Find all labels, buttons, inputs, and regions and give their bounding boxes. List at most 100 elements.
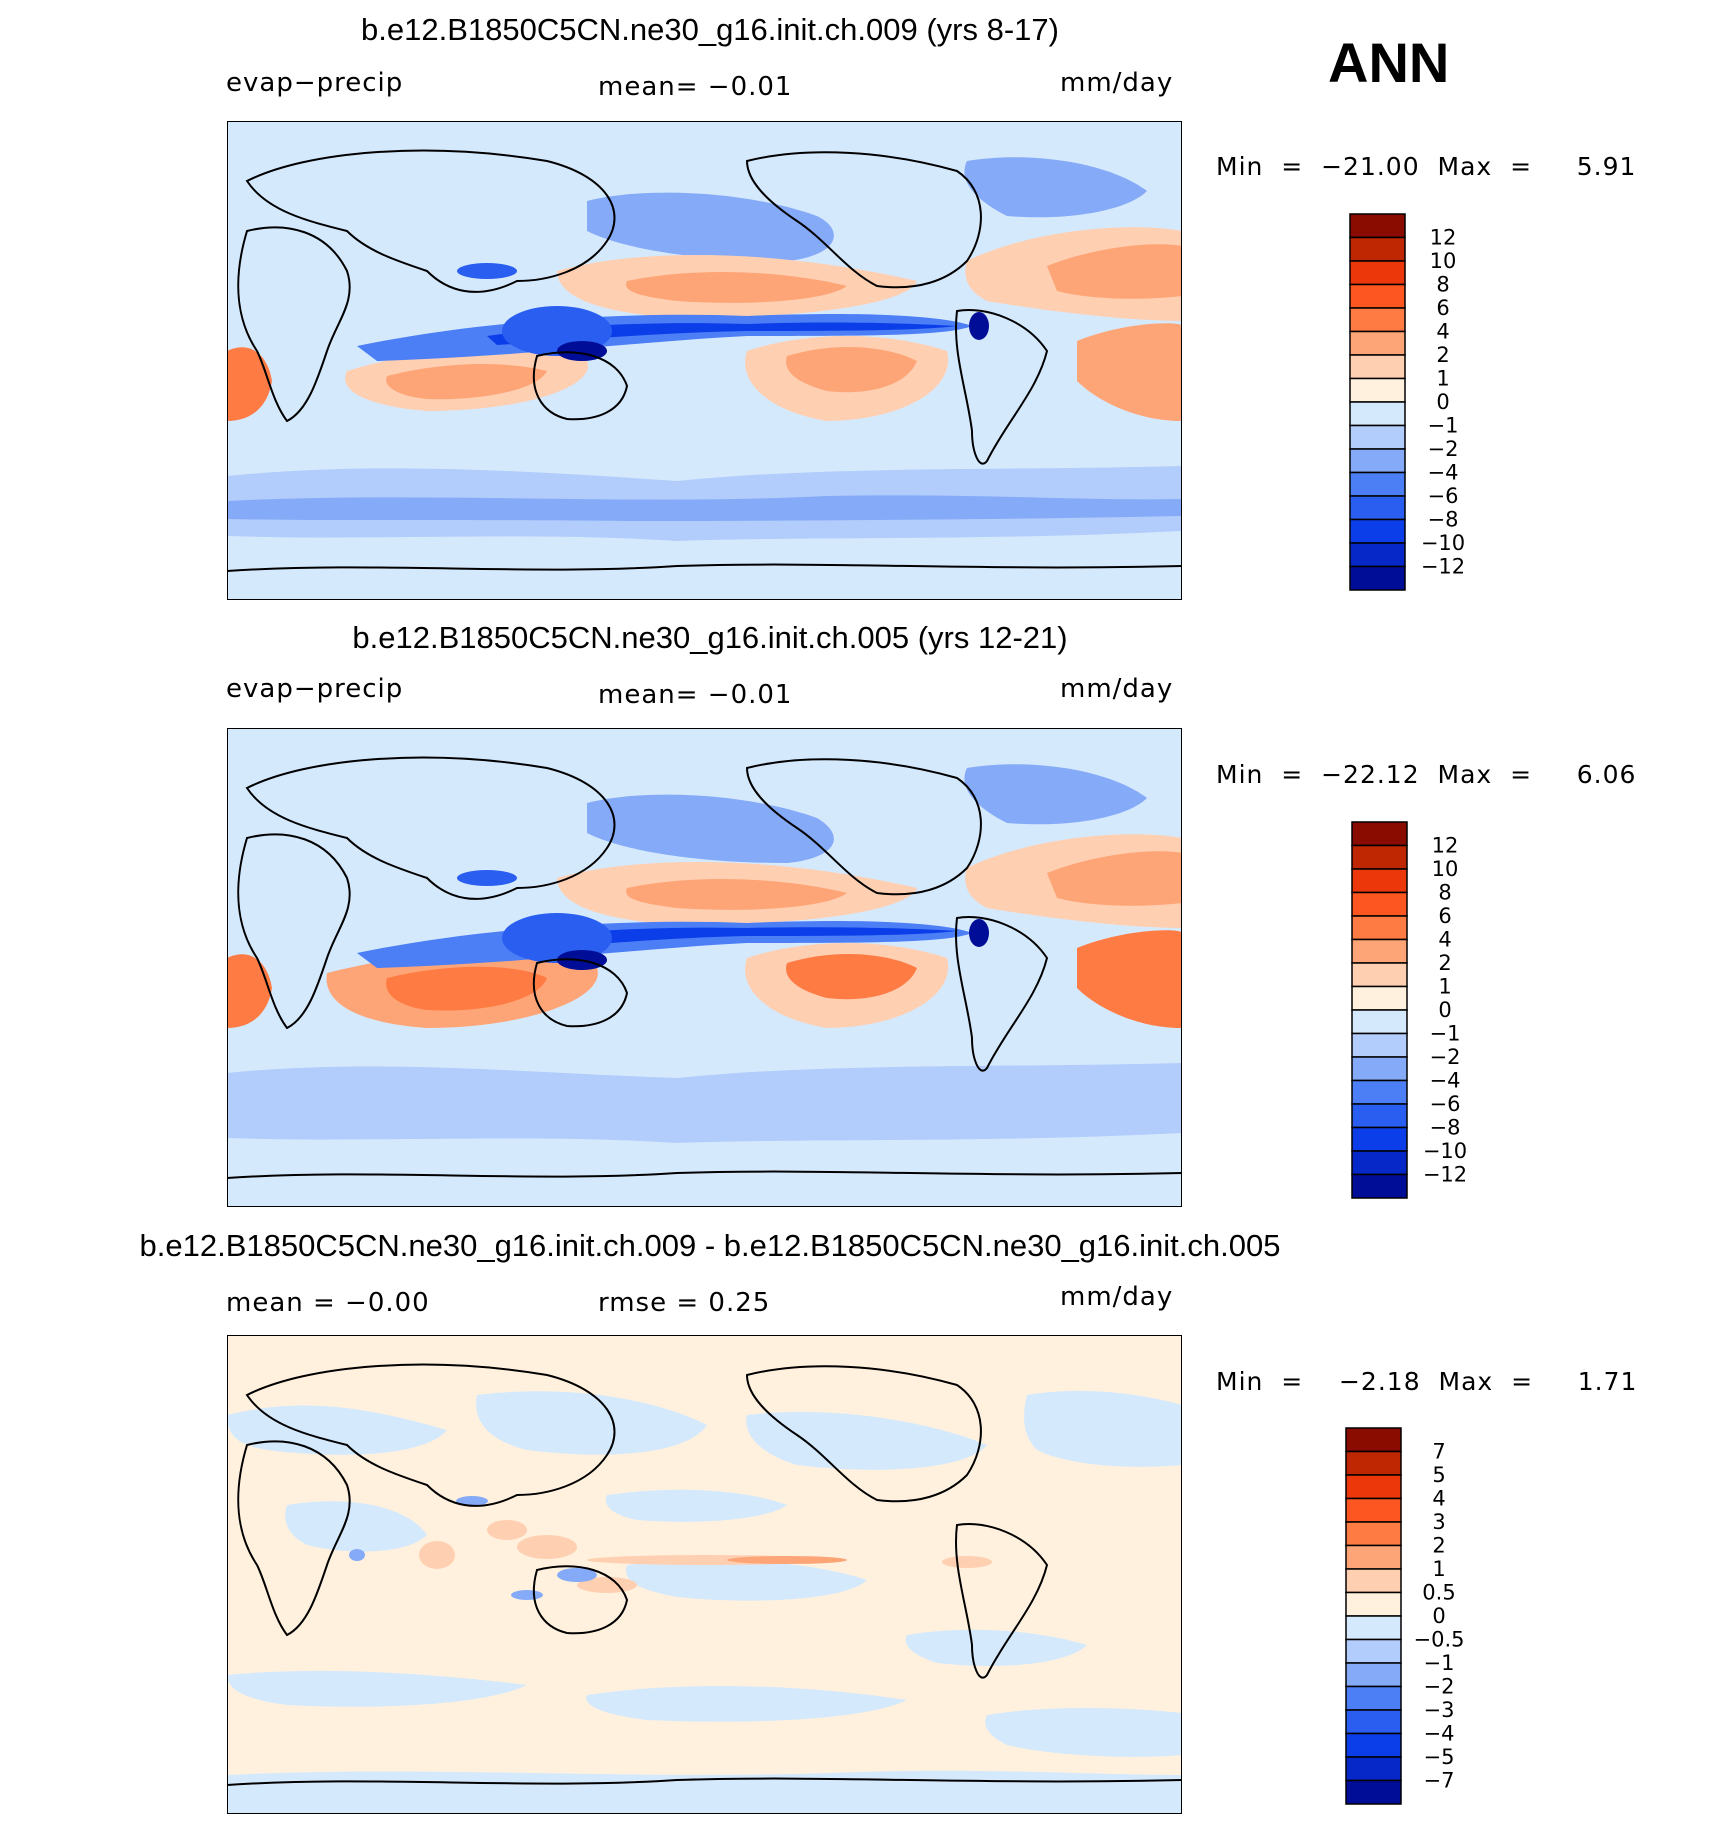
p1-north-pacific-blue (587, 192, 834, 261)
colorbar-box (1349, 283, 1406, 309)
colorbar-box (1351, 821, 1408, 847)
p2-itcz-core (507, 927, 957, 950)
p1-panama-deep (969, 312, 989, 340)
panel-2-units-label: mm/day (1060, 674, 1174, 704)
p3-blue-patch (227, 1770, 1182, 1814)
colorbar-tick-label: 6 (1436, 296, 1449, 320)
colorbar-box (1349, 471, 1406, 497)
panel-2-minmax: Min = −22.12 Max = 6.06 (1216, 760, 1637, 789)
p1-south-atlantic-orange (1077, 323, 1182, 421)
colorbar-tick-label: −7 (1424, 1769, 1455, 1793)
colorbar-tick-label: −10 (1423, 1139, 1467, 1163)
colorbar-tick-label: −5 (1424, 1745, 1455, 1769)
panel-2-mean-label: mean= −0.01 (598, 680, 793, 710)
panel-1-mean-label: mean= −0.01 (598, 72, 793, 102)
p3-coast-antarctica (227, 1777, 1182, 1786)
colorbar-box (1351, 962, 1408, 988)
colorbar-box (1349, 448, 1406, 474)
p2-coast-south-america (955, 916, 1049, 1072)
colorbar-box (1351, 891, 1408, 917)
colorbar-tick-label: 6 (1438, 904, 1451, 928)
p3-coast-north-america (745, 1365, 982, 1503)
colorbar-box (1349, 401, 1406, 427)
p2-southern-blue-band (227, 1063, 1182, 1143)
p2-south-indian-orange-core (386, 966, 547, 1011)
colorbar-tick-label: 3 (1432, 1510, 1445, 1534)
colorbar-box (1349, 213, 1406, 239)
season-label: ANN (1328, 31, 1450, 94)
colorbar-tick-label: −12 (1421, 555, 1465, 579)
p1-coast-africa (237, 226, 351, 423)
colorbar-box (1345, 1615, 1402, 1641)
colorbar-box (1349, 377, 1406, 403)
colorbar-tick-label: 0.5 (1422, 1581, 1455, 1605)
p3-coast-australia (532, 1565, 629, 1635)
p2-coast-africa (237, 833, 351, 1030)
p3-orange-patch (487, 1520, 527, 1540)
p2-north-pacific-blue (587, 794, 834, 863)
p3-coast-eurasia (245, 1363, 616, 1507)
panel-3-units-label: mm/day (1060, 1282, 1174, 1312)
p1-north-atlantic-orange-core (1047, 244, 1182, 299)
colorbar-box (1351, 1056, 1408, 1082)
colorbar-tick-label: 1 (1432, 1557, 1445, 1581)
colorbar-box (1351, 1150, 1408, 1176)
panel-3-title: b.e12.B1850C5CN.ne30_g16.init.ch.009 - b… (139, 1228, 1281, 1263)
colorbar-box (1349, 518, 1406, 544)
panel-1-units-label: mm/day (1060, 68, 1174, 98)
colorbar-box (1345, 1474, 1402, 1500)
colorbar-tick-label: −6 (1430, 1092, 1461, 1116)
colorbar-tick-label: −12 (1423, 1163, 1467, 1187)
colorbar-tick-label: 0 (1438, 998, 1451, 1022)
colorbar-box (1349, 330, 1406, 356)
colorbar-tick-label: 4 (1438, 928, 1451, 952)
p3-blue-patch (285, 1501, 427, 1552)
p3-blue-patch (586, 1685, 907, 1722)
colorbar-box (1349, 542, 1406, 568)
colorbar-tick-label: 2 (1436, 343, 1449, 367)
p1-north-atlantic-blue (964, 157, 1147, 218)
colorbar-tick-label: 7 (1432, 1440, 1445, 1464)
p2-west-africa-orange (227, 954, 272, 1028)
colorbar-box (1351, 1103, 1408, 1129)
colorbar-box (1351, 1173, 1408, 1199)
colorbar-tick-label: −2 (1428, 437, 1459, 461)
colorbar-tick-label: 4 (1432, 1487, 1445, 1511)
p1-south-indian-orange-core (386, 364, 547, 400)
colorbar-tick-label: 5 (1432, 1463, 1445, 1487)
colorbar-box (1345, 1521, 1402, 1547)
panel-3-map (227, 1335, 1182, 1814)
colorbar-tick-label: −4 (1428, 461, 1459, 485)
colorbar-box (1345, 1662, 1402, 1688)
colorbar-tick-label: −4 (1430, 1069, 1461, 1093)
panel-3-minmax: Min = −2.18 Max = 1.71 (1216, 1367, 1638, 1396)
p1-tibet-blue (457, 263, 517, 279)
colorbar-tick-label: 1 (1436, 367, 1449, 391)
colorbar-tick-label: 0 (1436, 390, 1449, 414)
colorbar-tick-label: 2 (1432, 1534, 1445, 1558)
colorbar-tick-label: 8 (1438, 881, 1451, 905)
colorbar-tick-label: −1 (1428, 414, 1459, 438)
colorbar-tick-label: −0.5 (1414, 1628, 1465, 1652)
p1-coast-north-america (745, 151, 982, 289)
colorbar-tick-label: −8 (1428, 508, 1459, 532)
colorbar-tick-label: −1 (1430, 1022, 1461, 1046)
p1-southern-blue-band-2 (227, 495, 1182, 521)
colorbar-box (1351, 868, 1408, 894)
p1-north-pacific-orange-core (626, 271, 847, 303)
p3-orange-patch (942, 1556, 992, 1568)
p3-blue-patch (227, 1670, 527, 1707)
p3-coast-south-america (955, 1523, 1049, 1679)
p3-orange-patch (419, 1541, 455, 1569)
colorbar-tick-label: 12 (1432, 834, 1459, 858)
panel-1-title: b.e12.B1850C5CN.ne30_g16.init.ch.009 (yr… (361, 12, 1059, 47)
p3-blue-core (557, 1568, 597, 1582)
colorbar-box (1345, 1638, 1402, 1664)
colorbar-tick-label: 8 (1436, 273, 1449, 297)
colorbar-tick-label: −1 (1424, 1651, 1455, 1675)
p2-north-atlantic-blue (964, 764, 1147, 825)
p1-coast-south-america (955, 309, 1049, 465)
colorbar-box (1351, 985, 1408, 1011)
